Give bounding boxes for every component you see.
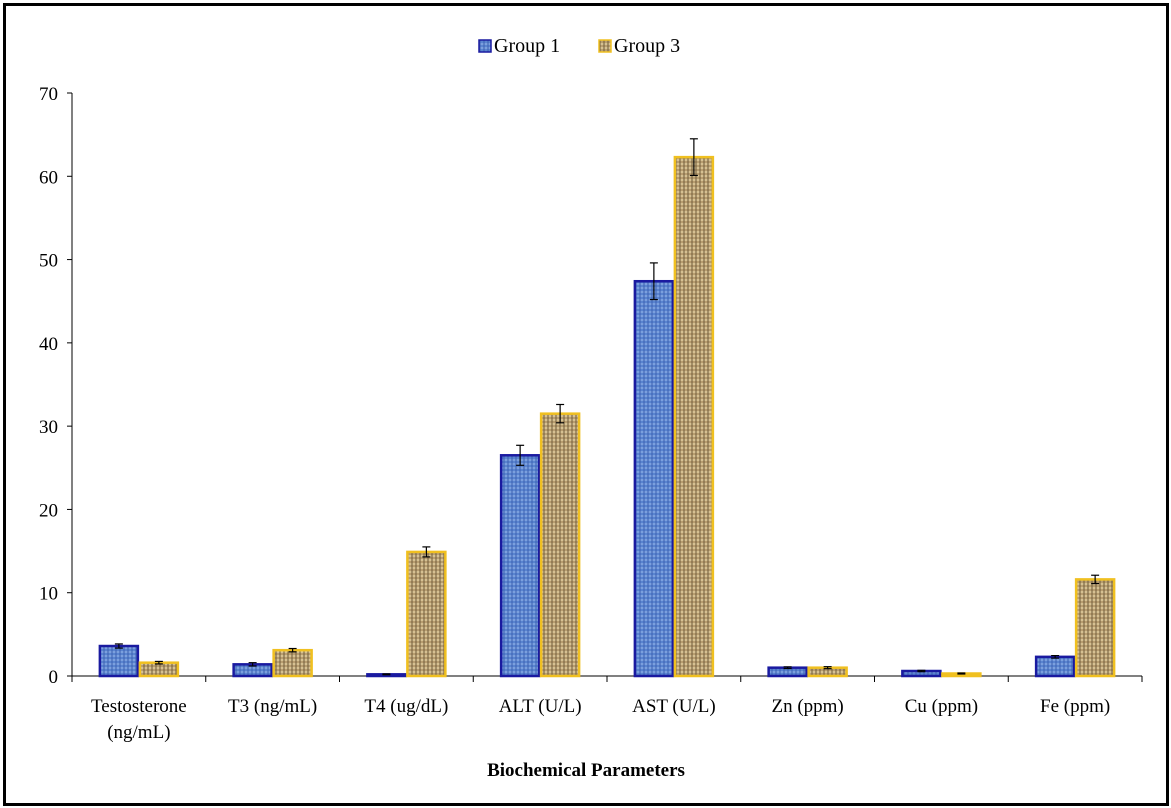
error-bars: [114, 138, 1100, 676]
error-bar-group-1: [917, 669, 926, 673]
error-bar-group-3: [288, 647, 297, 653]
legend-swatch-group-1: [478, 39, 492, 53]
chart-frame: Group 1 Group 3 0 10 20 30 40 50 60 70 Testoste…: [3, 3, 1169, 806]
category-label: Testosterone (ng/mL): [91, 696, 187, 743]
category-label: Cu (ppm): [905, 696, 978, 717]
category-label: T3 (ng/mL): [228, 696, 317, 717]
bars: [98, 155, 1116, 678]
legend: Group 1 Group 3: [478, 35, 680, 57]
bar-group-3: [673, 155, 715, 678]
bar-group-3: [1074, 578, 1116, 678]
y-tick-label: 20: [39, 500, 58, 521]
legend-label-group-1: Group 1: [494, 35, 560, 57]
legend-label-group-3: Group 3: [614, 35, 680, 57]
bar-group-3: [272, 648, 313, 678]
bar-group-3: [539, 412, 581, 678]
error-bar-group-1: [783, 666, 792, 670]
error-bar-group-1: [382, 673, 391, 676]
y-tick-label: 70: [39, 84, 58, 105]
y-tick-label: 0: [49, 667, 59, 688]
bar-group-1: [499, 454, 541, 678]
category-label: ALT (U/L): [499, 696, 582, 717]
error-bar-group-3: [957, 672, 966, 675]
y-tick-label: 50: [39, 251, 58, 272]
category-label: AST (U/L): [632, 696, 716, 717]
y-tick-label: 30: [39, 417, 58, 438]
error-bar-group-1: [516, 444, 525, 466]
y-axis-ticks: 0 10 20 30 40 50 60 70: [39, 84, 72, 688]
error-bar-group-3: [823, 666, 832, 670]
bar-group-1: [1034, 655, 1076, 678]
legend-swatch-group-3: [598, 39, 612, 53]
y-tick-label: 40: [39, 334, 58, 355]
x-axis-ticks: [71, 676, 1143, 682]
y-tick-label: 60: [39, 167, 58, 188]
category-label: Zn (ppm): [771, 696, 843, 717]
bar-group-3: [406, 550, 447, 678]
error-bar-group-3: [154, 660, 163, 665]
bar-chart: Group 1 Group 3 0 10 20 30 40 50 60 70 Testoste…: [39, 35, 1143, 781]
category-label: T4 (ug/dL): [364, 696, 448, 717]
error-bar-group-1: [114, 643, 123, 649]
category-labels: Testosterone (ng/mL) T3 (ng/mL) T4 (ug/dL) A…: [91, 696, 1110, 743]
error-bar-group-3: [422, 546, 431, 558]
error-bar-group-3: [689, 138, 698, 177]
bar-group-1: [633, 279, 675, 678]
error-bar-group-3: [1091, 574, 1100, 585]
error-bar-group-1: [1051, 654, 1060, 659]
x-axis-title: Biochemical Parameters: [487, 760, 685, 781]
bar-group-1: [98, 644, 140, 678]
error-bar-group-1: [649, 262, 658, 301]
y-tick-label: 10: [39, 584, 58, 605]
category-label: Fe (ppm): [1040, 696, 1110, 717]
error-bar-group-1: [248, 662, 257, 667]
bar-group-3: [138, 661, 180, 678]
error-bar-group-3: [556, 403, 565, 424]
